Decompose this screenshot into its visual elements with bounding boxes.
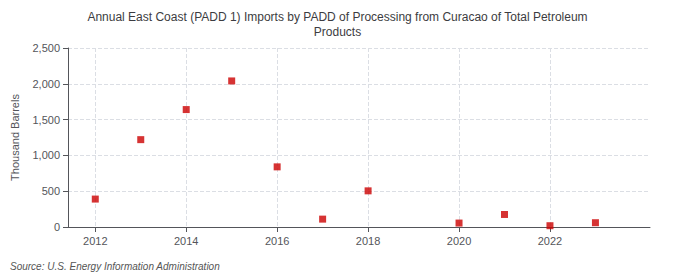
svg-text:1,500: 1,500 xyxy=(32,114,60,126)
svg-text:Products: Products xyxy=(314,25,361,39)
svg-text:2016: 2016 xyxy=(265,235,289,247)
svg-text:2022: 2022 xyxy=(538,235,562,247)
svg-text:2018: 2018 xyxy=(356,235,380,247)
svg-text:1,000: 1,000 xyxy=(32,149,60,161)
svg-text:Source: U.S. Energy Informatio: Source: U.S. Energy Information Administ… xyxy=(10,261,220,272)
svg-text:500: 500 xyxy=(42,185,60,197)
svg-text:2012: 2012 xyxy=(83,235,107,247)
svg-text:0: 0 xyxy=(54,221,60,233)
svg-text:2020: 2020 xyxy=(447,235,471,247)
svg-text:Thousand Barrels: Thousand Barrels xyxy=(9,94,21,181)
svg-text:2014: 2014 xyxy=(174,235,198,247)
svg-text:Annual East Coast (PADD 1) Imp: Annual East Coast (PADD 1) Imports by PA… xyxy=(87,10,587,24)
svg-text:2,000: 2,000 xyxy=(32,78,60,90)
svg-text:2,500: 2,500 xyxy=(32,42,60,54)
